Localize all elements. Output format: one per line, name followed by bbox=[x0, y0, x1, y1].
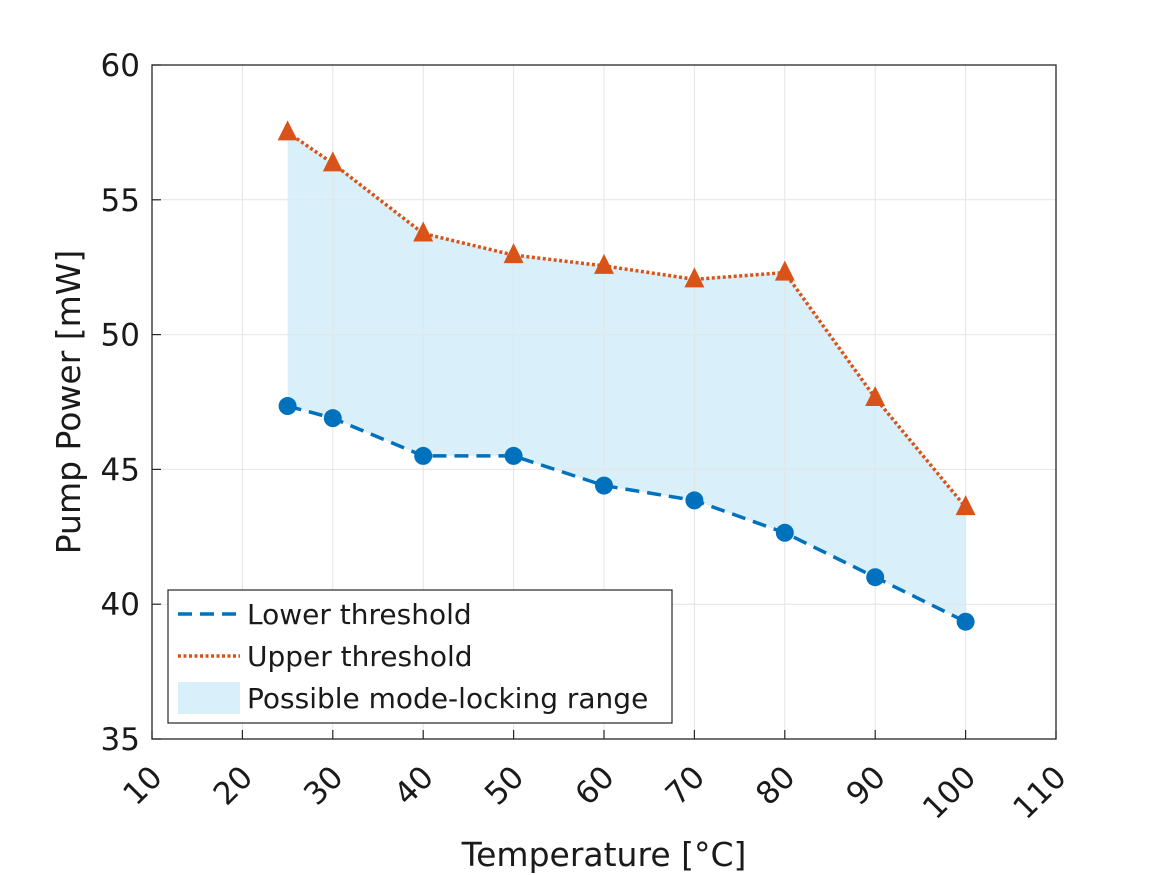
y-tick-label: 35 bbox=[101, 722, 140, 758]
range-fill-layer bbox=[287, 132, 966, 622]
x-axis-title: Temperature [°C] bbox=[461, 835, 747, 874]
upper-threshold-point bbox=[413, 221, 434, 242]
lower-threshold-point bbox=[956, 612, 975, 631]
y-tick-label: 45 bbox=[101, 452, 140, 488]
upper-threshold-point bbox=[955, 495, 976, 516]
lower-threshold-point bbox=[504, 446, 523, 465]
upper-threshold-point bbox=[774, 260, 795, 281]
upper-threshold-point bbox=[503, 243, 524, 264]
legend-upper-label: Upper threshold bbox=[247, 640, 473, 673]
series-layer bbox=[277, 120, 976, 631]
lower-threshold-point bbox=[278, 397, 297, 416]
y-axis-title: Pump Power [mW] bbox=[49, 250, 88, 555]
legend-box bbox=[167, 589, 673, 724]
y-tick-label: 60 bbox=[101, 48, 140, 84]
legend-lower-label: Lower threshold bbox=[247, 598, 472, 631]
legend: Lower threshold Upper threshold Possible… bbox=[167, 589, 673, 724]
upper-threshold-point bbox=[865, 385, 886, 406]
y-tick-label: 55 bbox=[101, 183, 140, 219]
lower-threshold-point bbox=[775, 523, 794, 542]
lower-threshold-point bbox=[323, 409, 342, 428]
lower-threshold-point bbox=[866, 568, 885, 587]
lower-threshold-point bbox=[685, 491, 704, 510]
upper-threshold-point bbox=[684, 267, 705, 288]
y-tick-label: 50 bbox=[101, 318, 140, 354]
upper-threshold-point bbox=[322, 151, 343, 172]
legend-fill-swatch-icon bbox=[178, 682, 240, 714]
lower-threshold-point bbox=[595, 476, 613, 495]
range-fill-area bbox=[287, 132, 966, 622]
upper-threshold-point bbox=[594, 253, 614, 274]
upper-threshold-point bbox=[277, 120, 298, 141]
legend-fill-label: Possible mode-locking range bbox=[247, 682, 648, 715]
lower-threshold-point bbox=[414, 446, 433, 465]
y-tick-label: 40 bbox=[101, 587, 140, 623]
